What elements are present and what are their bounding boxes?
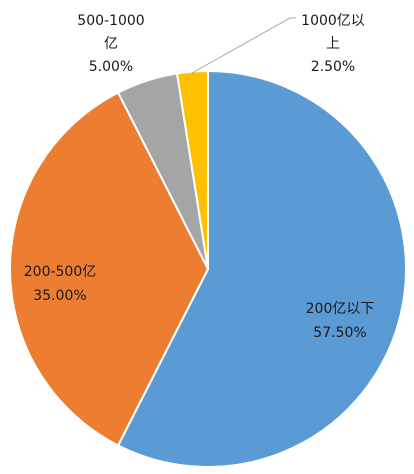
category-label: 亿	[104, 36, 118, 52]
category-label: 200亿以下	[306, 301, 375, 317]
category-label: 200-500亿	[24, 264, 97, 280]
data-labels: 200亿以下 57.50% 200-500亿 35.00% 500-1000 亿 5.00%…	[24, 13, 375, 341]
leader-lines	[191, 17, 296, 74]
pie-slice-1	[116, 69, 407, 468]
data-label-2: 200-500亿 35.00%	[24, 264, 97, 304]
pie-slice-4	[175, 69, 209, 270]
category-label: 1000亿以	[301, 13, 365, 29]
category-label: 上	[326, 36, 340, 52]
percent-label: 35.00%	[33, 288, 86, 304]
data-label-3: 500-1000 亿 5.00%	[77, 13, 144, 75]
percent-label: 57.50%	[313, 325, 366, 341]
data-label-4: 1000亿以上 2.50%	[301, 13, 365, 75]
category-label: 500-1000	[77, 13, 144, 29]
data-label-1: 200亿以下 57.50%	[306, 301, 375, 341]
percent-label: 2.50%	[311, 59, 355, 75]
pie-slices	[8, 69, 407, 468]
pie-slice-2	[8, 91, 210, 447]
percent-label: 5.00%	[89, 59, 133, 75]
leader-line-4	[191, 17, 296, 74]
